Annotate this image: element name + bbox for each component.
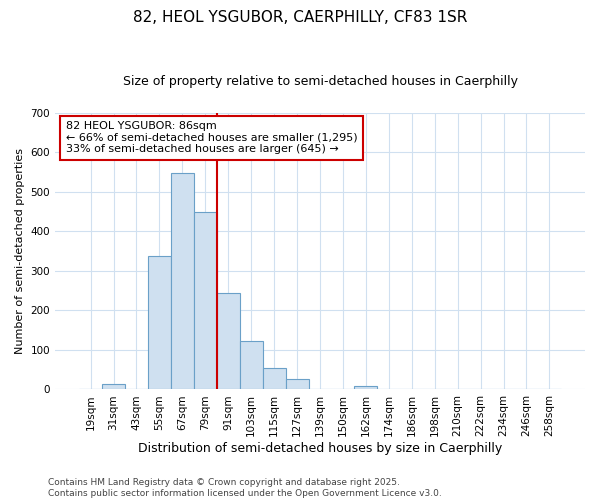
Bar bbox=[102, 384, 125, 390]
Bar bbox=[217, 292, 240, 390]
Bar bbox=[286, 379, 308, 390]
Bar bbox=[240, 341, 263, 390]
Text: Contains HM Land Registry data © Crown copyright and database right 2025.
Contai: Contains HM Land Registry data © Crown c… bbox=[48, 478, 442, 498]
Text: 82, HEOL YSGUBOR, CAERPHILLY, CF83 1SR: 82, HEOL YSGUBOR, CAERPHILLY, CF83 1SR bbox=[133, 10, 467, 25]
Bar bbox=[263, 368, 286, 390]
Text: 82 HEOL YSGUBOR: 86sqm
← 66% of semi-detached houses are smaller (1,295)
33% of : 82 HEOL YSGUBOR: 86sqm ← 66% of semi-det… bbox=[65, 121, 357, 154]
Title: Size of property relative to semi-detached houses in Caerphilly: Size of property relative to semi-detach… bbox=[122, 75, 518, 88]
X-axis label: Distribution of semi-detached houses by size in Caerphilly: Distribution of semi-detached houses by … bbox=[138, 442, 502, 455]
Bar bbox=[194, 212, 217, 390]
Bar bbox=[79, 388, 102, 390]
Bar bbox=[171, 173, 194, 390]
Y-axis label: Number of semi-detached properties: Number of semi-detached properties bbox=[15, 148, 25, 354]
Bar bbox=[355, 386, 377, 390]
Bar bbox=[148, 256, 171, 390]
